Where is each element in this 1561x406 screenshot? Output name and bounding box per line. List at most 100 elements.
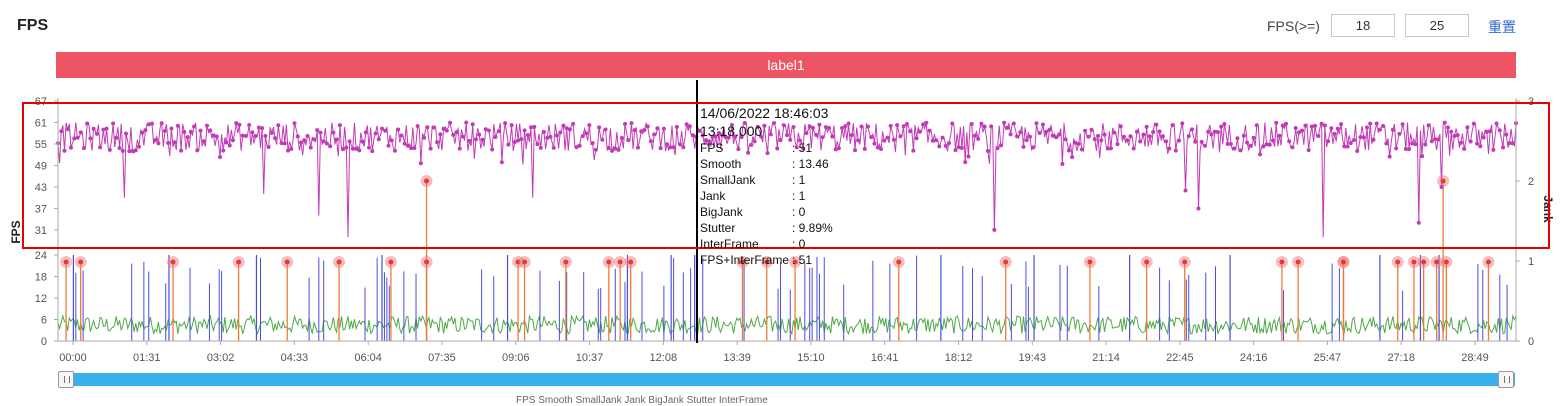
fps-point: [396, 127, 401, 132]
fps-point: [1445, 125, 1450, 130]
fps-point: [373, 131, 378, 136]
fps-point: [1183, 188, 1188, 193]
fps-point: [435, 140, 440, 145]
fps-point: [937, 144, 942, 149]
timeline-scrollbar[interactable]: [58, 373, 1515, 386]
jank-marker: [563, 259, 569, 265]
fps-point: [1497, 128, 1502, 133]
fps-point: [120, 148, 125, 153]
fps-point: [1420, 154, 1425, 159]
fps-point: [480, 137, 485, 142]
fps-point: [1394, 146, 1399, 151]
fps-point: [1209, 132, 1214, 137]
fps-point: [402, 141, 407, 146]
fps-point: [820, 135, 825, 140]
fps-point: [1092, 137, 1097, 142]
scrollbar-right-handle[interactable]: [1498, 371, 1514, 388]
fps-point: [162, 128, 167, 133]
fps-point: [1079, 147, 1084, 152]
fps-point: [823, 125, 828, 130]
fps-point: [917, 129, 922, 134]
x-tick-label: 01:31: [133, 352, 161, 364]
fps-point: [107, 147, 112, 152]
x-tick-label: 07:35: [428, 352, 456, 364]
fps-point: [522, 128, 527, 133]
fps-point: [140, 130, 145, 135]
fps-point: [1134, 129, 1139, 134]
fps-point: [1413, 142, 1418, 147]
fps-point: [921, 122, 926, 127]
jank-marker: [617, 259, 623, 265]
jank-marker: [739, 259, 745, 265]
fps-point: [849, 133, 854, 138]
fps-point: [457, 146, 462, 151]
fps-point: [1118, 124, 1123, 129]
fps-point: [853, 148, 858, 153]
fps-point: [976, 136, 981, 141]
scrollbar-left-handle[interactable]: [58, 371, 74, 388]
fps-threshold-low-input[interactable]: [1331, 14, 1395, 37]
bigjank-marker: [1440, 178, 1446, 184]
fps-point: [1177, 138, 1182, 143]
fps-point: [904, 121, 909, 126]
fps-point: [444, 128, 449, 133]
fps-point: [613, 146, 618, 151]
fps-point: [1329, 126, 1334, 131]
fps-point: [1355, 148, 1360, 153]
fps-point: [91, 126, 96, 131]
fps-point: [901, 124, 906, 129]
fps-point: [1449, 129, 1454, 134]
fps-point: [308, 145, 313, 150]
fps-point: [1141, 132, 1146, 137]
fps-point: [1491, 147, 1496, 152]
fps-point: [830, 134, 835, 139]
fps-point: [519, 137, 524, 142]
fps-point: [1164, 139, 1169, 144]
fps-point: [1235, 136, 1240, 141]
fps-point: [532, 124, 537, 129]
fps-threshold-high-input[interactable]: [1405, 14, 1469, 37]
jank-marker: [1421, 259, 1427, 265]
fps-point: [791, 124, 796, 129]
tooltip-value: : 13.46: [792, 157, 829, 171]
fps-point: [1144, 124, 1149, 129]
fps-point: [661, 126, 666, 131]
fps-point: [1105, 146, 1110, 151]
fps-point: [775, 146, 780, 151]
fps-point: [1300, 128, 1305, 133]
jank-marker: [236, 259, 242, 265]
fps-point: [1361, 135, 1366, 140]
bigjank-marker: [424, 178, 430, 184]
reset-button[interactable]: 重置: [1488, 19, 1516, 35]
fps-point: [1332, 131, 1337, 136]
fps-threshold-label: FPS(>=): [1267, 18, 1320, 34]
fps-point: [214, 134, 219, 139]
label-banner[interactable]: label1: [56, 52, 1516, 78]
fps-point: [1008, 132, 1013, 137]
fps-point: [1063, 137, 1068, 142]
x-tick-label: 21:14: [1092, 352, 1120, 364]
fps-point: [324, 141, 329, 146]
fps-point: [558, 130, 563, 135]
y-tick-label: 18: [35, 272, 47, 284]
jank-marker: [388, 259, 394, 265]
fps-point: [827, 126, 832, 131]
fps-point: [843, 124, 848, 129]
jank-marker: [1340, 259, 1346, 265]
fps-point: [713, 134, 718, 139]
fps-point: [859, 124, 864, 129]
fps-point: [538, 145, 543, 150]
fps-point: [733, 134, 738, 139]
fps-point: [1364, 125, 1369, 130]
fps-point: [473, 137, 478, 142]
fps-point: [1050, 133, 1055, 138]
jank-marker: [1411, 259, 1417, 265]
jank-marker: [1087, 259, 1093, 265]
fps-point: [153, 138, 158, 143]
fps-point: [742, 121, 747, 126]
fps-point: [561, 123, 566, 128]
fps-point: [658, 146, 663, 151]
fps-point: [68, 145, 73, 150]
fps-point: [985, 148, 990, 153]
